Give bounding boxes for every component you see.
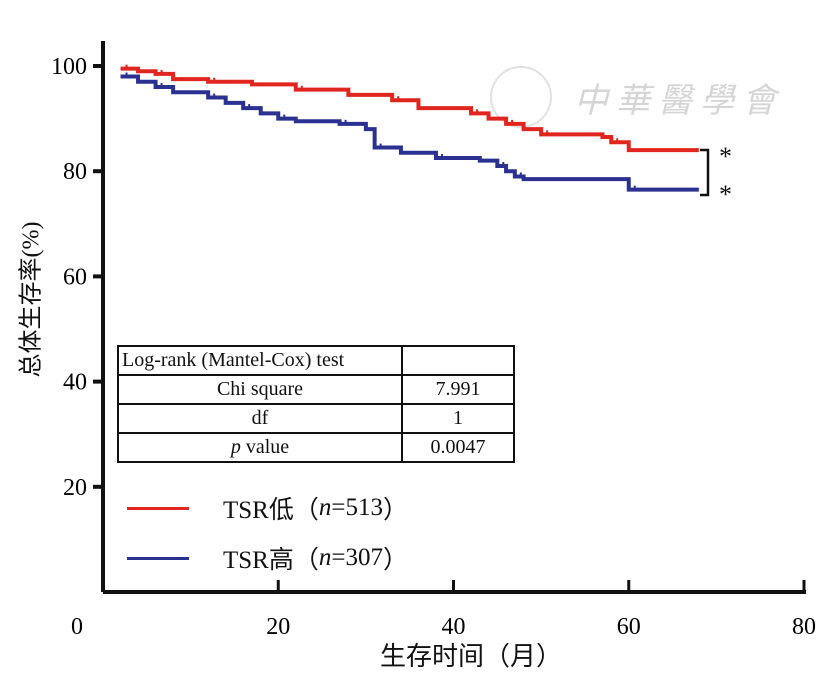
- significance-mark-1: *: [719, 142, 732, 171]
- p-italic: p: [230, 436, 241, 458]
- y-tick-label: 40: [63, 370, 87, 396]
- y-tick-label: 100: [51, 54, 87, 80]
- watermark: 中華醫學會: [490, 66, 784, 128]
- table-row: Chi square 7.991: [117, 374, 515, 405]
- table-cell-label: Chi square: [117, 374, 403, 405]
- y-tick-label: 80: [63, 159, 87, 185]
- logrank-stats-table: Log-rank (Mantel-Cox) test Chi square 7.…: [117, 345, 515, 463]
- table-row: Log-rank (Mantel-Cox) test: [117, 345, 515, 376]
- legend-item-tsr-low: TSR低（n =513）: [127, 490, 408, 526]
- significance-mark-2: *: [719, 180, 732, 209]
- x-tick-label: 60: [617, 614, 641, 640]
- legend-swatch-blue: [127, 556, 189, 560]
- table-row: p value 0.0047: [117, 432, 515, 463]
- table-cell-value: 1: [401, 403, 515, 434]
- legend-label: TSR低: [223, 497, 294, 524]
- table-row: df 1: [117, 403, 515, 434]
- table-cell-label: p value: [117, 432, 403, 463]
- x-axis-label: 生存时间（月）: [380, 642, 563, 671]
- legend-n-value: =307: [331, 544, 383, 571]
- legend-n-value: =513: [331, 494, 383, 521]
- survival-curve-low: [120, 66, 699, 153]
- table-cell-label: df: [117, 403, 403, 434]
- y-tick-label: 60: [63, 264, 87, 290]
- legend-item-tsr-high: TSR高（n =307）: [127, 540, 408, 576]
- x-tick-label: 20: [266, 614, 290, 640]
- watermark-text: 中華醫學會: [574, 82, 784, 120]
- p-label-rest: value: [240, 436, 290, 458]
- x-tick-label: 80: [792, 614, 816, 640]
- significance-bracket: [700, 148, 710, 197]
- survival-curve-high: [120, 74, 699, 192]
- legend-label: TSR高: [223, 547, 294, 574]
- legend-swatch-red: [127, 506, 189, 510]
- x-tick-label: 40: [442, 614, 466, 640]
- y-tick-label: 20: [63, 475, 87, 501]
- table-header: Log-rank (Mantel-Cox) test: [117, 345, 403, 376]
- y-axis-label: 总体生存率(%): [18, 221, 45, 378]
- table-cell-value: 0.0047: [401, 432, 515, 463]
- table-cell-value: 7.991: [401, 374, 515, 405]
- legend-n: n: [318, 544, 332, 571]
- x-tick-label: 0: [71, 614, 83, 640]
- seal-logo-icon: [490, 66, 552, 128]
- legend-n: n: [318, 494, 332, 521]
